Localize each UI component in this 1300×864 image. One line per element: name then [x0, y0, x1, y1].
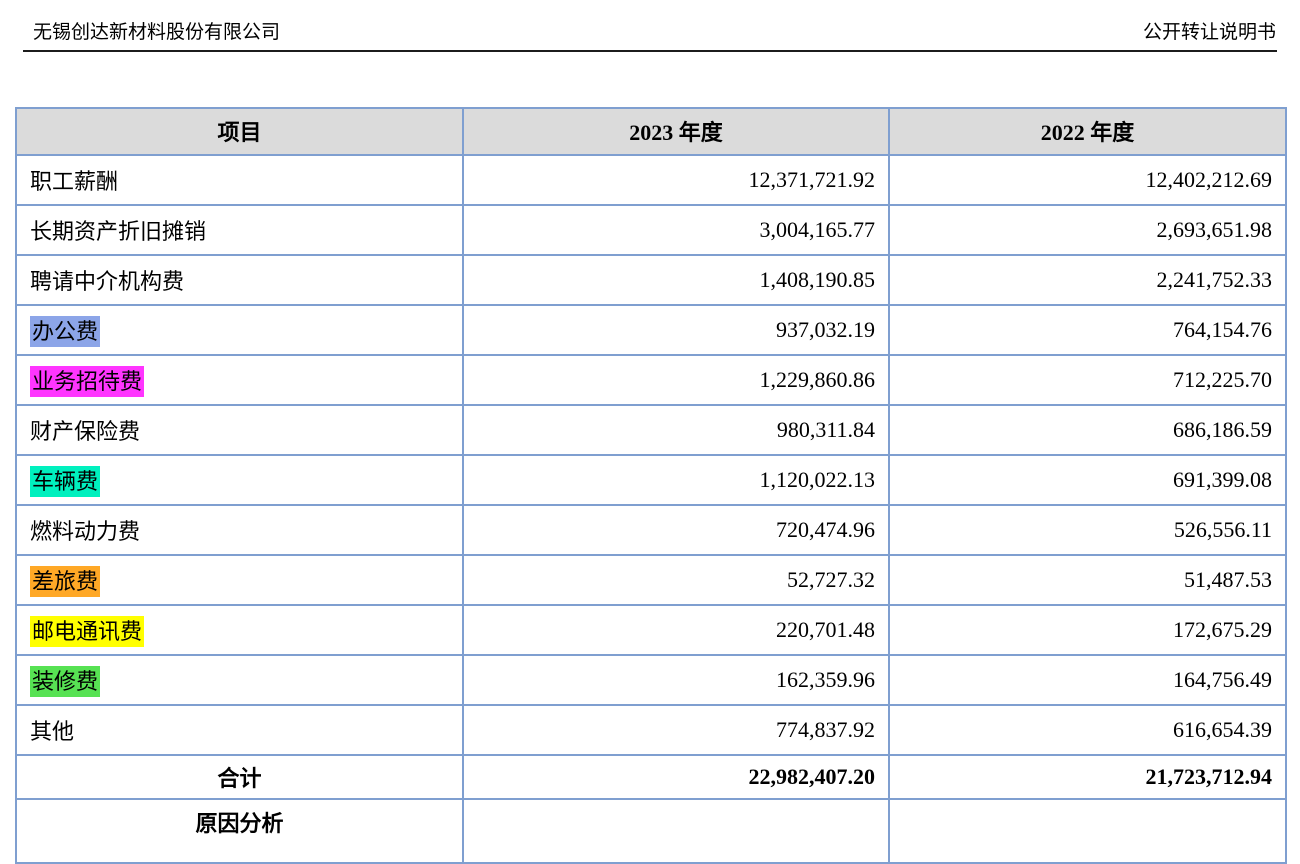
value-2022: 51,487.53 — [888, 553, 1287, 606]
company-name: 无锡创达新材料股份有限公司 — [33, 22, 281, 43]
column-header-2023: 2023 年度 — [462, 106, 890, 156]
value-2022: 691,399.08 — [888, 453, 1287, 506]
item-label: 差旅费 — [30, 565, 101, 597]
table-row: 聘请中介机构费 1,408,190.85 2,241,752.33 — [15, 253, 1287, 306]
table-row: 装修费 162,359.96 164,756.49 — [15, 653, 1287, 706]
expense-table: 项目 2023 年度 2022 年度 职工薪酬 12,371,721.92 12… — [15, 106, 1287, 864]
table-row: 其他 774,837.92 616,654.39 — [15, 703, 1287, 756]
item-label: 邮电通讯费 — [30, 615, 145, 647]
value-2023: 12,371,721.92 — [462, 153, 890, 206]
value-2022: 686,186.59 — [888, 403, 1287, 456]
item-label: 聘请中介机构费 — [30, 268, 185, 294]
total-label: 合计 — [15, 753, 464, 800]
value-2022: 526,556.11 — [888, 503, 1287, 556]
value-2023: 1,408,190.85 — [462, 253, 890, 306]
value-2023: 3,004,165.77 — [462, 203, 890, 256]
value-2023: 52,727.32 — [462, 553, 890, 606]
header-rule — [23, 49, 1277, 52]
document-title: 公开转让说明书 — [1142, 22, 1276, 43]
page-header: 无锡创达新材料股份有限公司 公开转让说明书 — [0, 0, 1300, 45]
item-label: 长期资产折旧摊销 — [30, 218, 207, 244]
value-2022: 712,225.70 — [888, 353, 1287, 406]
table-row: 燃料动力费 720,474.96 526,556.11 — [15, 503, 1287, 556]
partial-cell-2022 — [888, 797, 1287, 864]
table-row: 车辆费 1,120,022.13 691,399.08 — [15, 453, 1287, 506]
partial-row: 原因分析 — [15, 797, 1287, 864]
partial-cell-2023 — [462, 797, 890, 864]
column-header-item: 项目 — [15, 106, 464, 156]
value-2023: 162,359.96 — [462, 653, 890, 706]
total-value-2022: 21,723,712.94 — [888, 753, 1287, 800]
item-label: 车辆费 — [30, 465, 101, 497]
total-value-2023: 22,982,407.20 — [462, 753, 890, 800]
table-row: 长期资产折旧摊销 3,004,165.77 2,693,651.98 — [15, 203, 1287, 256]
value-2023: 937,032.19 — [462, 303, 890, 356]
total-row: 合计 22,982,407.20 21,723,712.94 — [15, 753, 1287, 800]
value-2022: 2,693,651.98 — [888, 203, 1287, 256]
partial-row-label: 原因分析 — [15, 797, 464, 864]
value-2023: 220,701.48 — [462, 603, 890, 656]
value-2022: 764,154.76 — [888, 303, 1287, 356]
table-row: 业务招待费 1,229,860.86 712,225.70 — [15, 353, 1287, 406]
table-body: 职工薪酬 12,371,721.92 12,402,212.69 长期资产折旧摊… — [15, 153, 1287, 756]
column-header-2022: 2022 年度 — [888, 106, 1287, 156]
table-row: 职工薪酬 12,371,721.92 12,402,212.69 — [15, 153, 1287, 206]
item-label: 职工薪酬 — [30, 168, 119, 194]
item-label: 财产保险费 — [30, 418, 141, 444]
table-row: 邮电通讯费 220,701.48 172,675.29 — [15, 603, 1287, 656]
table-row: 办公费 937,032.19 764,154.76 — [15, 303, 1287, 356]
item-label: 办公费 — [30, 315, 101, 347]
value-2023: 720,474.96 — [462, 503, 890, 556]
table-row: 差旅费 52,727.32 51,487.53 — [15, 553, 1287, 606]
item-label: 燃料动力费 — [30, 518, 141, 544]
item-label: 业务招待费 — [30, 365, 145, 397]
item-label: 装修费 — [30, 665, 101, 697]
value-2023: 980,311.84 — [462, 403, 890, 456]
item-label: 其他 — [30, 718, 75, 744]
value-2022: 164,756.49 — [888, 653, 1287, 706]
value-2023: 1,229,860.86 — [462, 353, 890, 406]
value-2022: 616,654.39 — [888, 703, 1287, 756]
table-header-row: 项目 2023 年度 2022 年度 — [15, 106, 1287, 156]
value-2022: 12,402,212.69 — [888, 153, 1287, 206]
value-2023: 774,837.92 — [462, 703, 890, 756]
table-row: 财产保险费 980,311.84 686,186.59 — [15, 403, 1287, 456]
value-2022: 172,675.29 — [888, 603, 1287, 656]
value-2022: 2,241,752.33 — [888, 253, 1287, 306]
value-2023: 1,120,022.13 — [462, 453, 890, 506]
